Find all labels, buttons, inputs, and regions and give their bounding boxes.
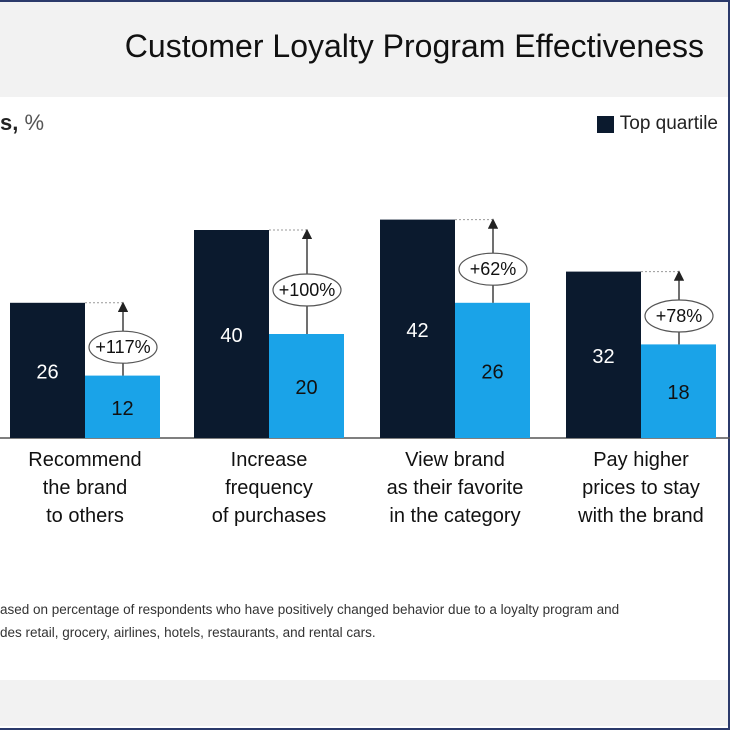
annotation-label: +78% xyxy=(656,306,703,326)
category-label: Increase xyxy=(231,449,308,471)
legend-swatch xyxy=(596,115,614,133)
category-label: Recommend xyxy=(28,449,141,471)
chart-notes: ased on percentage of respondents who ha… xyxy=(0,598,730,644)
bar-top-quartile xyxy=(10,302,85,438)
subtitle-unit: % xyxy=(18,110,45,135)
category-label: of purchases xyxy=(212,505,327,527)
bar-value-label: 12 xyxy=(111,398,133,420)
bar-top-quartile xyxy=(566,271,641,438)
bar-value-label: 40 xyxy=(220,325,242,347)
annotation-oval xyxy=(88,330,158,364)
category-label: the brand xyxy=(43,477,128,499)
category-label: Pay higher xyxy=(593,449,689,471)
category-label: prices to stay xyxy=(582,477,700,499)
bar-other xyxy=(641,344,716,438)
category-label: as their favorite xyxy=(387,477,524,499)
bar-value-label: 26 xyxy=(36,361,58,383)
title-band xyxy=(0,2,728,97)
bar-other xyxy=(85,375,160,438)
subtitle-bold: s, xyxy=(0,110,19,135)
category-label: in the category xyxy=(389,505,520,527)
bar-value-label: 42 xyxy=(406,320,428,342)
annotation-label: +62% xyxy=(470,259,517,279)
chart-subtitle: s, % xyxy=(0,110,44,136)
annotation-label: +100% xyxy=(279,280,336,300)
bar-value-label: 26 xyxy=(481,361,503,383)
bar-top-quartile xyxy=(380,219,455,438)
bar-chart: 26 12 +117% Recommend the brand to others 40 20… xyxy=(0,218,730,527)
annotation-label: +117% xyxy=(95,337,150,357)
bar-value-label: 32 xyxy=(592,346,614,368)
page-title: Customer Loyalty Program Effectiveness xyxy=(124,28,704,64)
legend-label: Top quartile xyxy=(619,113,718,134)
footer-band xyxy=(0,680,728,726)
bar-other xyxy=(269,334,344,438)
category-label: View brand xyxy=(405,449,505,471)
bar-top-quartile xyxy=(194,230,269,438)
annotation-oval xyxy=(272,273,342,307)
annotation-oval xyxy=(644,299,714,333)
note-line: des retail, grocery, airlines, hotels, r… xyxy=(0,625,376,640)
bar-other xyxy=(455,302,530,438)
category-label: frequency xyxy=(225,477,313,499)
category-label: to others xyxy=(46,505,124,527)
note-line: ased on percentage of respondents who ha… xyxy=(0,602,620,617)
bar-value-label: 20 xyxy=(295,377,317,399)
legend: Top quartile xyxy=(596,113,718,135)
annotation-oval xyxy=(458,252,528,286)
bar-value-label: 18 xyxy=(667,382,689,404)
category-label: with the brand xyxy=(577,505,704,527)
